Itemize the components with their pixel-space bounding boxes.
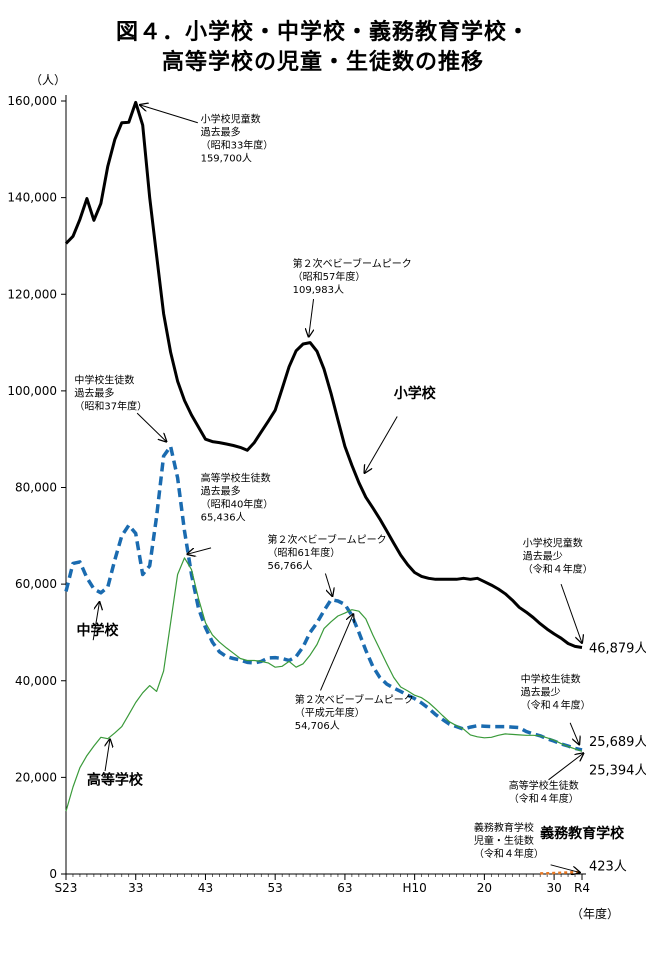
x-tick-label: H10 xyxy=(403,881,427,895)
series-label: 高等学校 xyxy=(87,772,144,789)
y-tick-label: 60,000 xyxy=(15,577,57,591)
annotation-text: 109,983人 xyxy=(293,284,344,296)
annotation-text: 過去最多 xyxy=(201,485,241,498)
annotation-text: 中学校生徒数 xyxy=(74,374,134,387)
annotation-arrow xyxy=(364,416,398,473)
annotation-arrow xyxy=(105,739,110,772)
series-line-義務教育学校 xyxy=(540,870,583,875)
x-tick-label: 43 xyxy=(198,881,213,895)
annotation-text: （昭和57年度） xyxy=(293,270,366,283)
annotation-text: 過去最少 xyxy=(521,687,561,699)
axes: 0 20,000 40,000 60,000 80,000 100,000 120,000 1… xyxy=(7,73,619,921)
y-axis-unit: （人） xyxy=(30,73,66,87)
annotation-text: （平成元年度） xyxy=(295,706,365,719)
annotation-arrow xyxy=(187,547,212,554)
y-tick-label: 0 xyxy=(49,867,57,881)
x-tick-label: S23 xyxy=(55,881,78,895)
annotation-text: （令和４年度） xyxy=(474,847,544,860)
annotation-text: （令和４年度） xyxy=(509,792,579,805)
title-line-2: 高等学校の児童・生徒数の推移 xyxy=(161,50,484,75)
x-tick-label: R4 xyxy=(574,881,590,895)
end-value-label: 25,394人 xyxy=(589,764,646,779)
end-value-label: 25,689人 xyxy=(589,735,646,750)
y-tick-label: 100,000 xyxy=(7,384,57,398)
annotation-arrow xyxy=(140,105,198,124)
x-tick-label: 63 xyxy=(337,881,352,895)
x-tick-label: 20 xyxy=(477,881,492,895)
series-label: 中学校 xyxy=(76,622,119,639)
annotation-arrow xyxy=(136,412,166,442)
x-tick-label: 53 xyxy=(268,881,283,895)
y-tick-label: 80,000 xyxy=(15,481,57,495)
annotation-text: （昭和61年度） xyxy=(268,546,341,559)
annotation-text: （令和４年度） xyxy=(523,562,593,575)
annotation-text: （昭和33年度） xyxy=(201,138,274,151)
annotation-text: 過去最多 xyxy=(74,387,114,400)
annotation-text: 第２次ベビーブームピーク xyxy=(293,257,412,270)
series-line-高等学校 xyxy=(65,557,583,812)
annotation-text: （令和４年度） xyxy=(521,699,591,712)
annotation-text: 第２次ベビーブームピーク xyxy=(268,533,387,546)
end-value-label: 46,879人 xyxy=(589,642,646,657)
y-tick-label: 40,000 xyxy=(15,674,57,688)
annotation-arrow xyxy=(309,299,314,337)
annotation-arrow xyxy=(324,573,332,596)
annotation-arrow xyxy=(550,864,580,873)
series-label: 義務教育学校 xyxy=(540,825,625,842)
series-label: 小学校 xyxy=(394,385,437,402)
x-tick-label: 30 xyxy=(546,881,561,895)
annotation-text: 小学校児童数 xyxy=(523,536,583,549)
y-tick-label: 160,000 xyxy=(7,94,57,108)
annotation-text: 高等学校生徒数 xyxy=(201,472,271,485)
annotation-arrow xyxy=(548,753,584,781)
y-tick-label: 20,000 xyxy=(15,770,57,784)
annotation-arrow xyxy=(320,614,354,691)
annotation-text: 義務教育学校 xyxy=(474,821,534,834)
annotation-text: 56,766人 xyxy=(268,560,313,572)
annotation-text: 児童・生徒数 xyxy=(474,834,534,847)
end-value-label: 423人 xyxy=(589,859,627,874)
y-tick-label: 120,000 xyxy=(7,287,57,301)
series-layer xyxy=(64,100,583,875)
annotation-text: 54,706人 xyxy=(295,720,340,732)
x-tick-label: 33 xyxy=(128,881,143,895)
y-tick-label: 140,000 xyxy=(7,191,57,205)
x-axis-unit: （年度） xyxy=(571,906,619,921)
annotation-text: 過去最多 xyxy=(201,125,241,138)
annotation-arrow xyxy=(569,722,579,745)
annotation-text: 小学校児童数 xyxy=(201,112,261,125)
annotation-text: （昭和40年度） xyxy=(201,498,274,511)
annotation-arrow xyxy=(92,602,99,641)
series-line-中学校 xyxy=(64,444,583,752)
annotation-text: 第２次ベビーブームピーク xyxy=(295,693,414,706)
title-line-1: 図４．小学校・中学校・義務教育学校・ xyxy=(115,20,530,45)
annotation-text: 65,436人 xyxy=(201,512,246,524)
annotation-text: （昭和37年度） xyxy=(74,400,147,413)
annotation-text: 159,700人 xyxy=(201,152,252,164)
annotation-text: 高等学校生徒数 xyxy=(509,779,579,792)
annotation-arrow xyxy=(560,583,582,643)
annotation-text: 過去最少 xyxy=(523,550,563,562)
series-line-小学校 xyxy=(64,100,583,649)
annotation-text: 中学校生徒数 xyxy=(521,673,581,686)
